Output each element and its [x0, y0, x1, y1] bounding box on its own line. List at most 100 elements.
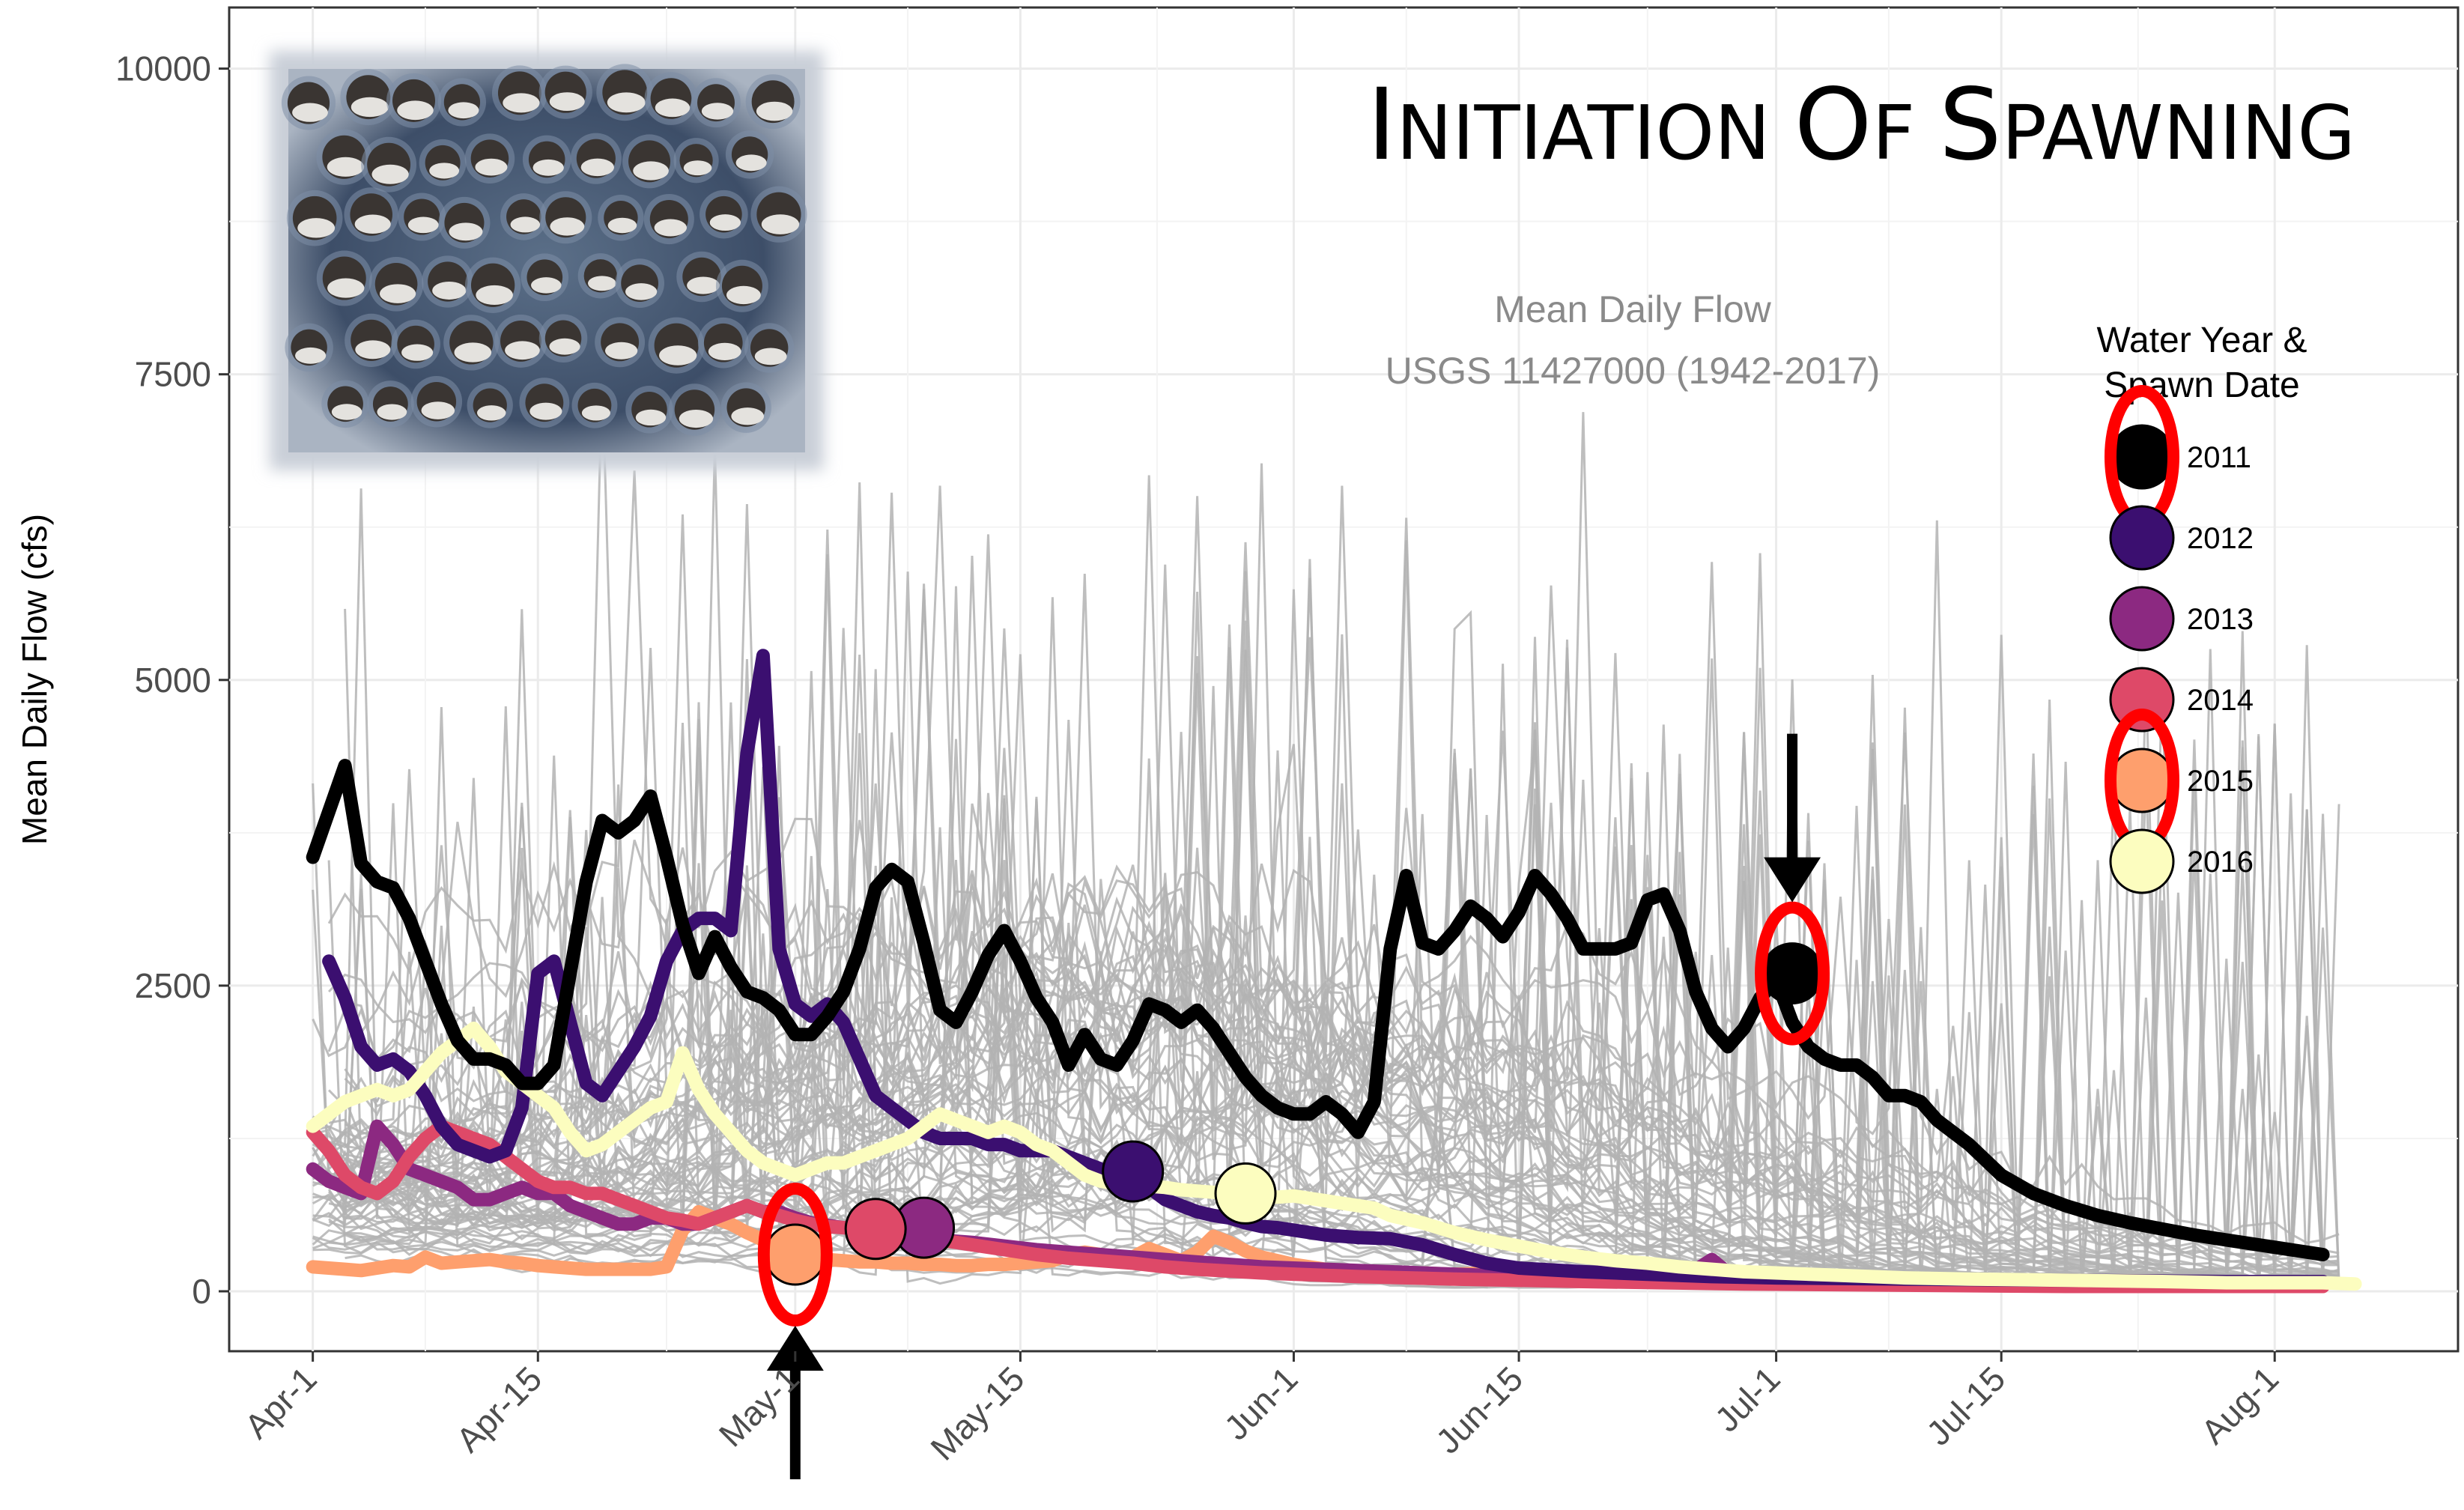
egg-highlight — [709, 214, 741, 231]
legend-key-2014 — [2109, 667, 2175, 733]
x-tick-label: Jul-15 — [1919, 1359, 2012, 1452]
egg-highlight — [476, 405, 506, 421]
series-line-2012 — [322, 649, 2330, 1288]
egg-highlight — [377, 404, 407, 420]
egg-highlight — [505, 341, 540, 360]
egg-highlight — [635, 409, 667, 426]
legend-key-2015 — [2109, 748, 2175, 813]
egg-highlight — [701, 103, 734, 120]
legend-key-2011 — [2109, 424, 2175, 490]
egg-highlight — [754, 348, 787, 366]
spawn-point-2015 — [764, 1223, 827, 1286]
egg-highlight — [432, 281, 467, 300]
egg-highlight — [581, 405, 610, 421]
spawn-date-points — [764, 942, 1824, 1286]
egg-highlight — [454, 342, 492, 363]
arrow-head-1 — [766, 1326, 824, 1371]
highlighted-year-lines — [306, 649, 2362, 1294]
egg-highlight — [531, 277, 562, 294]
x-tick-label: Jun-1 — [1216, 1359, 1305, 1447]
legend-label-2015: 2015 — [2187, 765, 2254, 798]
series-line-2011 — [306, 759, 2330, 1261]
historical-flow-line — [344, 475, 2340, 1285]
historical-flow-line — [312, 649, 2340, 1289]
chart-subtitle-line-1: Mean Daily Flow — [1494, 288, 1771, 330]
egg-highlight — [633, 161, 669, 181]
highlight-ring-2011 — [1755, 901, 1830, 1046]
egg-highlight — [679, 410, 714, 428]
y-tick-label: 7500 — [135, 355, 211, 394]
egg-highlight — [756, 101, 793, 121]
egg-highlight — [379, 284, 416, 303]
highlight-ring-2015 — [757, 1183, 833, 1327]
egg-highlight — [355, 340, 391, 360]
x-tick-label: Jul-1 — [1707, 1359, 1787, 1439]
legend-label-2014: 2014 — [2187, 684, 2254, 717]
y-tick-label: 2500 — [135, 966, 211, 1005]
historical-flow-line — [312, 589, 2340, 1289]
spawn-point-2012 — [1102, 1140, 1165, 1203]
egg-highlight — [731, 407, 765, 425]
egg-highlight — [297, 218, 336, 238]
egg-highlight — [327, 278, 365, 298]
egg-highlight — [550, 217, 585, 236]
chart-title: INITIATION OF SPAWNING — [1367, 67, 2355, 183]
historical-flow-line — [327, 1001, 2340, 1269]
egg-highlight — [503, 93, 540, 113]
y-axis-title: Mean Daily Flow (cfs) — [15, 514, 54, 845]
egg-highlight — [549, 92, 585, 112]
egg-highlight — [476, 285, 513, 306]
egg-highlight — [354, 214, 391, 234]
historical-flow-line — [344, 514, 2340, 1267]
egg-highlight — [761, 214, 800, 234]
egg-highlight — [604, 342, 638, 360]
y-tick-label: 5000 — [135, 661, 211, 700]
egg-highlight — [529, 402, 562, 420]
egg-highlight — [448, 102, 479, 119]
egg-highlight — [607, 217, 637, 234]
chart-subtitle-line-2: USGS 11427000 (1942-2017) — [1386, 350, 1881, 392]
egg-highlight — [687, 276, 720, 294]
egg-highlight — [655, 98, 691, 118]
egg-highlight — [735, 154, 767, 172]
egg-highlight — [708, 342, 741, 360]
spawn-point-2014 — [844, 1198, 907, 1261]
legend-key-2016 — [2109, 828, 2175, 894]
egg-highlight — [421, 401, 455, 419]
egg-highlight — [654, 219, 688, 237]
legend-title-line-2: Spawn Date — [2104, 366, 2300, 405]
x-tick-label: Apr-1 — [237, 1359, 324, 1446]
x-tick-label: Jun-15 — [1428, 1359, 1530, 1461]
egg-highlight — [607, 92, 646, 113]
egg-highlight — [351, 97, 389, 118]
egg-highlight — [475, 158, 508, 176]
x-tick-label: Apr-15 — [449, 1359, 549, 1459]
egg-highlight — [580, 158, 614, 177]
legend-key-2013 — [2109, 586, 2175, 652]
egg-highlight — [429, 163, 460, 179]
egg-highlight — [449, 222, 483, 241]
legend-label-2013: 2013 — [2187, 603, 2254, 636]
egg-highlight — [331, 404, 362, 420]
egg-highlight — [625, 283, 658, 300]
series-line-2014 — [306, 1119, 2330, 1294]
legend: Water Year & Spawn Date 2011 2012 2013 2014… — [2096, 321, 2307, 894]
arrow-head-0 — [1764, 857, 1821, 903]
series-line-2016 — [306, 1022, 2362, 1291]
legend-key-2012 — [2109, 505, 2175, 571]
historical-flow-line — [312, 648, 2340, 1286]
egg-highlight — [659, 345, 697, 366]
egg-highlight — [397, 100, 434, 121]
egg-highlight — [726, 285, 761, 305]
legend-label-2011: 2011 — [2187, 441, 2251, 474]
spawn-point-2011 — [1761, 942, 1824, 1005]
egg-highlight — [407, 216, 439, 234]
y-tick-label: 10000 — [115, 49, 211, 88]
egg-highlight — [327, 157, 365, 177]
spawn-point-2016 — [1214, 1162, 1277, 1225]
frog-eggs-photo — [270, 51, 824, 470]
legend-label-2016: 2016 — [2187, 846, 2254, 879]
egg-highlight — [292, 103, 328, 122]
x-tick-label: May-15 — [923, 1359, 1031, 1467]
annotations — [757, 733, 1830, 1480]
